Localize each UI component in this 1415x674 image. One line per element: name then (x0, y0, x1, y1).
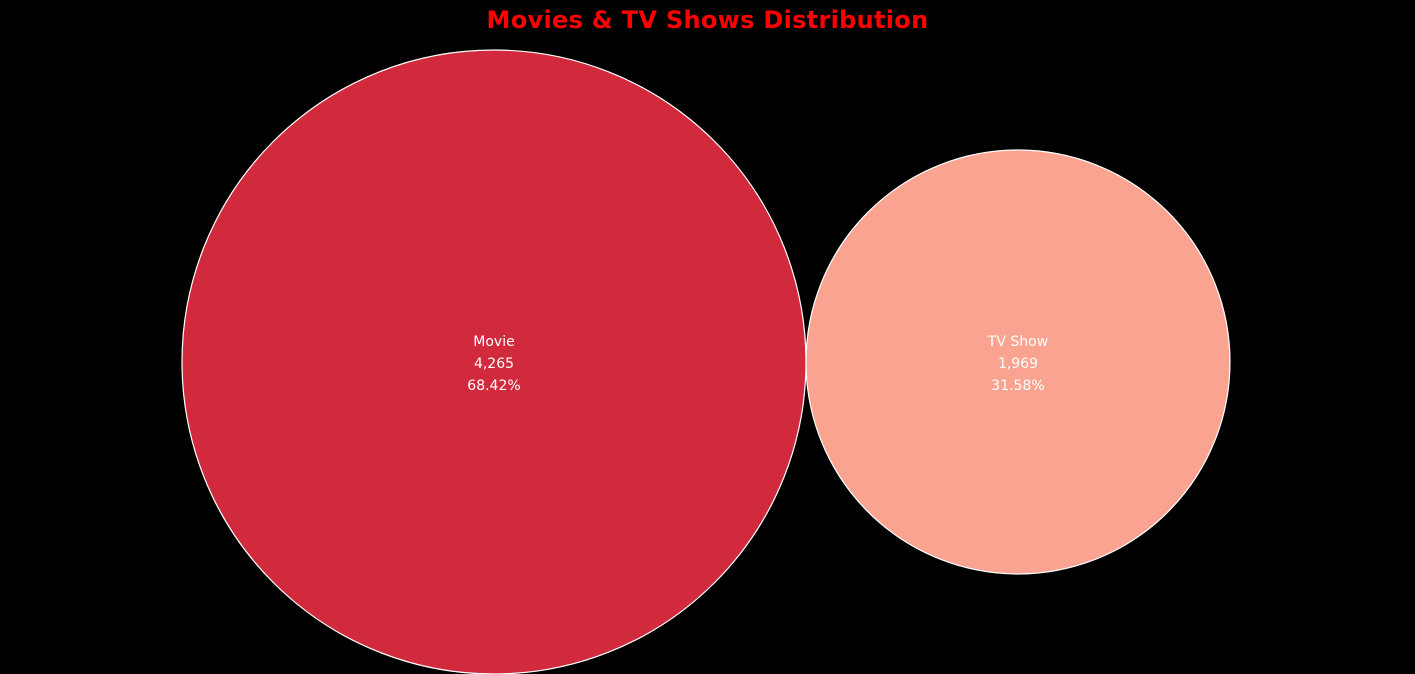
bubble-label-label: Movie (473, 334, 514, 350)
bubble-value-label: 4,265 (474, 356, 514, 372)
bubble-value-label: 1,969 (998, 356, 1038, 372)
bubble-label-label: TV Show (987, 334, 1048, 350)
bubble-percent-label: 31.58% (991, 378, 1044, 394)
bubble-tv-show (805, 149, 1231, 575)
chart-title: Movies & TV Shows Distribution (486, 6, 929, 34)
bubble-percent-label: 68.42% (467, 378, 520, 394)
